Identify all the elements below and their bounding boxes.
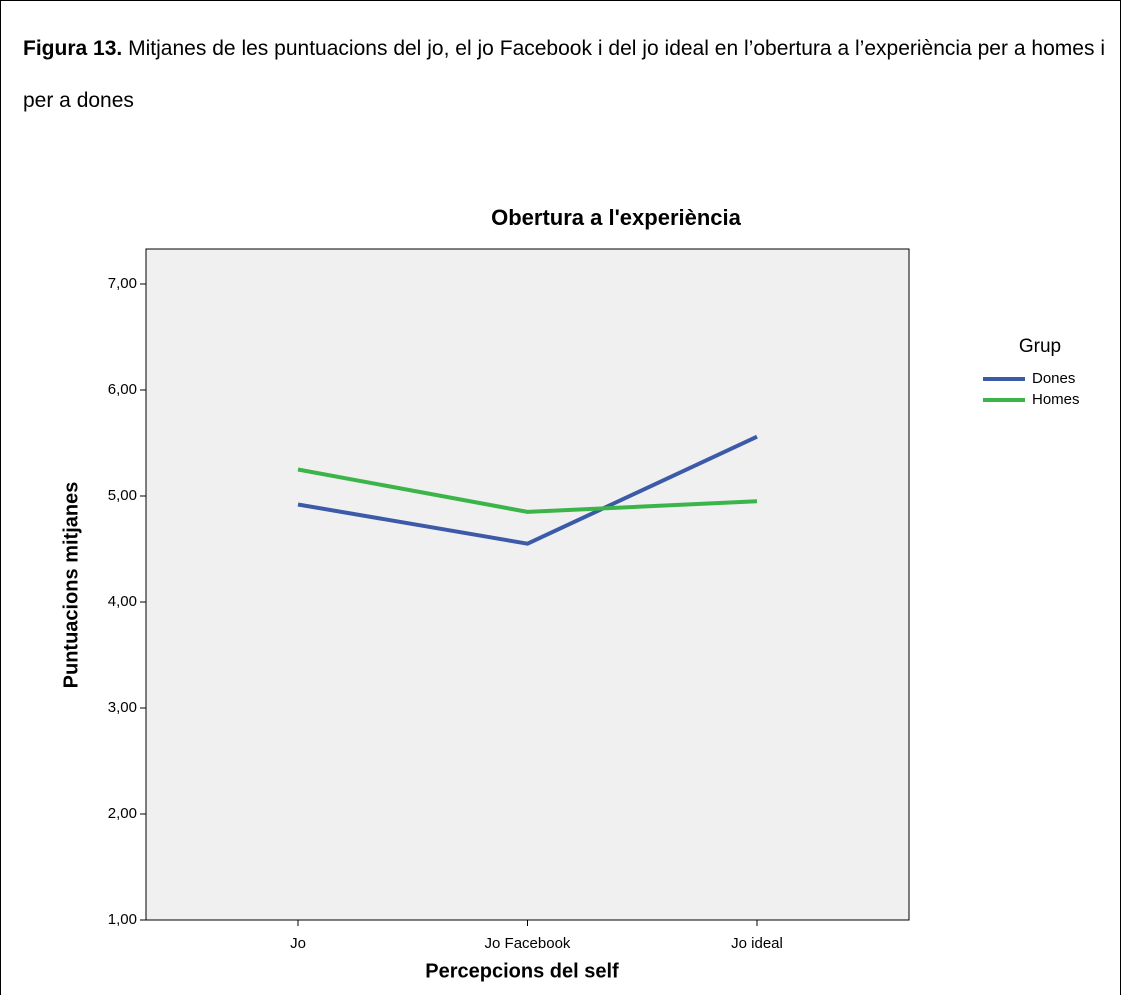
y-tick-label: 1,00: [108, 911, 137, 928]
plot-area: [145, 248, 910, 921]
legend-label: Homes: [1032, 391, 1080, 408]
series-line: [297, 434, 758, 546]
chart-title: Obertura a l'experiència: [491, 205, 742, 230]
series-line: [297, 467, 758, 514]
y-tick-label: 7,00: [108, 275, 137, 292]
x-axis-label: Percepcions del self: [425, 960, 619, 982]
y-tick-label: 4,00: [108, 593, 137, 610]
x-tick-label: Jo ideal: [731, 935, 783, 952]
caption: Figura 13. Mitjanes de les puntuacions d…: [23, 23, 1105, 127]
legend-title: Grup: [1019, 336, 1061, 357]
y-tick-label: 5,00: [108, 487, 137, 504]
legend-label: Dones: [1032, 370, 1075, 387]
y-tick-label: 2,00: [108, 805, 137, 822]
caption-text: Mitjanes de les puntuacions del jo, el j…: [23, 37, 1105, 112]
x-tick-label: Jo: [290, 935, 306, 952]
x-tick-label: Jo Facebook: [485, 935, 571, 952]
y-axis-label: Puntuacions mitjanes: [60, 482, 82, 689]
y-tick-label: 6,00: [108, 381, 137, 398]
caption-label: Figura 13.: [23, 37, 123, 60]
y-tick-label: 3,00: [108, 699, 137, 716]
